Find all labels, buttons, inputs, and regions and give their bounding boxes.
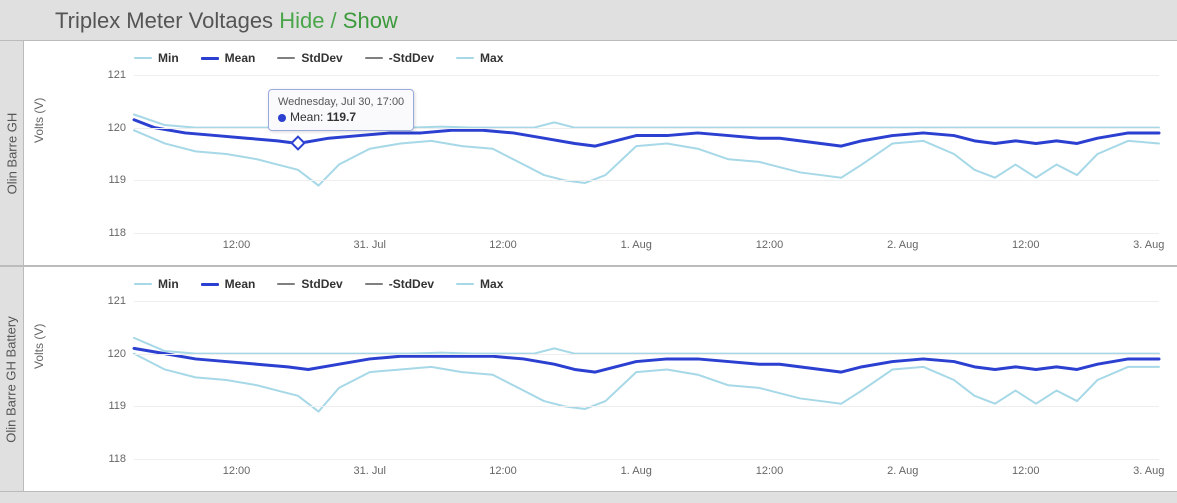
- legend-item[interactable]: Min: [134, 277, 179, 291]
- x-tick-label: 31. Jul: [354, 239, 386, 251]
- x-tick-label: 12:00: [1012, 465, 1040, 477]
- y-tick-label: 121: [108, 295, 126, 307]
- gridline: [134, 459, 1159, 460]
- y-axis-title: Volts (V): [32, 98, 46, 143]
- x-tick-label: 12:00: [489, 465, 517, 477]
- chart-svg: [134, 75, 1159, 233]
- show-link[interactable]: Show: [343, 8, 398, 33]
- legend-label: StdDev: [301, 277, 342, 291]
- legend-swatch: [201, 57, 219, 60]
- legend-label: Mean: [225, 51, 256, 65]
- panel-side-label: Olin Barre GH Battery: [0, 267, 24, 491]
- legend-label: Min: [158, 51, 179, 65]
- legend-item[interactable]: Max: [456, 277, 503, 291]
- x-tick-label: 12:00: [489, 239, 517, 251]
- chart-legend: Min Mean StdDev -StdDev Max: [86, 275, 1163, 297]
- legend-item[interactable]: Mean: [201, 51, 256, 65]
- y-tick-label: 119: [108, 174, 126, 186]
- series-line-min[interactable]: [134, 354, 1159, 412]
- gridline: [134, 301, 1159, 302]
- legend-label: Min: [158, 277, 179, 291]
- legend-swatch: [456, 57, 474, 59]
- y-axis-title: Volts (V): [32, 324, 46, 369]
- chart-svg: [134, 301, 1159, 459]
- y-tick-label: 118: [108, 227, 126, 239]
- x-tick-label: 12:00: [756, 465, 784, 477]
- series-line-max[interactable]: [134, 338, 1159, 354]
- plot-area[interactable]: 11811912012112:0031. Jul12:001. Aug12:00…: [134, 301, 1159, 459]
- gridline: [134, 406, 1159, 407]
- legend-swatch: [134, 283, 152, 285]
- x-tick-label: 2. Aug: [887, 239, 918, 251]
- x-tick-label: 3. Aug: [1133, 465, 1164, 477]
- panel-side-label-text: Olin Barre GH Battery: [4, 316, 19, 442]
- legend-item[interactable]: Max: [456, 51, 503, 65]
- series-line-min[interactable]: [134, 130, 1159, 185]
- legend-swatch: [201, 283, 219, 286]
- legend-item[interactable]: Min: [134, 51, 179, 65]
- page: Triplex Meter Voltages Hide / Show Olin …: [0, 0, 1177, 503]
- x-tick-label: 2. Aug: [887, 465, 918, 477]
- x-tick-label: 12:00: [1012, 239, 1040, 251]
- legend-item[interactable]: StdDev: [277, 51, 342, 65]
- y-tick-label: 120: [108, 348, 126, 360]
- legend-label: Max: [480, 51, 503, 65]
- chart-area[interactable]: MinMeanStdDev-StdDevMaxVolts (V)11811912…: [24, 267, 1177, 491]
- gridline: [134, 75, 1159, 76]
- legend-label: Max: [480, 277, 503, 291]
- x-tick-label: 12:00: [223, 239, 251, 251]
- chart-panel: Olin Barre GH Min Mean StdDev -StdDev Max Volt…: [0, 40, 1177, 266]
- x-tick-label: 1. Aug: [621, 239, 652, 251]
- toggle-separator: /: [324, 8, 342, 33]
- chart-panel: Olin Barre GH Battery Min Mean StdDev -StdDe…: [0, 266, 1177, 492]
- legend-item[interactable]: Mean: [201, 277, 256, 291]
- plot-area[interactable]: 11811912012112:0031. Jul12:001. Aug12:00…: [134, 75, 1159, 233]
- gridline: [134, 354, 1159, 355]
- legend-item[interactable]: -StdDev: [365, 277, 434, 291]
- y-tick-label: 119: [108, 400, 126, 412]
- legend-swatch: [277, 57, 295, 59]
- series-line-mean[interactable]: [134, 120, 1159, 146]
- legend-label: -StdDev: [389, 51, 434, 65]
- chart-area[interactable]: MinMeanStdDev-StdDevMaxVolts (V)11811912…: [24, 41, 1177, 265]
- legend-swatch: [365, 57, 383, 59]
- y-tick-label: 120: [108, 122, 126, 134]
- gridline: [134, 233, 1159, 234]
- y-tick-label: 121: [108, 69, 126, 81]
- legend-label: StdDev: [301, 51, 342, 65]
- legend-swatch: [365, 283, 383, 285]
- x-tick-label: 1. Aug: [621, 465, 652, 477]
- hide-link[interactable]: Hide: [279, 8, 324, 33]
- section-title: Triplex Meter Voltages: [55, 8, 273, 33]
- y-tick-label: 118: [108, 453, 126, 465]
- x-tick-label: 31. Jul: [354, 465, 386, 477]
- legend-item[interactable]: -StdDev: [365, 51, 434, 65]
- chart-legend: Min Mean StdDev -StdDev Max: [86, 49, 1163, 71]
- x-tick-label: 12:00: [756, 239, 784, 251]
- panel-side-label-text: Olin Barre GH: [4, 112, 19, 194]
- gridline: [134, 180, 1159, 181]
- legend-label: Mean: [225, 277, 256, 291]
- legend-label: -StdDev: [389, 277, 434, 291]
- legend-swatch: [134, 57, 152, 59]
- x-tick-label: 3. Aug: [1133, 239, 1164, 251]
- section-title-row: Triplex Meter Voltages Hide / Show: [0, 0, 1177, 40]
- legend-swatch: [277, 283, 295, 285]
- panel-side-label: Olin Barre GH: [0, 41, 24, 265]
- series-line-max[interactable]: [134, 115, 1159, 128]
- legend-item[interactable]: StdDev: [277, 277, 342, 291]
- legend-swatch: [456, 283, 474, 285]
- gridline: [134, 128, 1159, 129]
- x-tick-label: 12:00: [223, 465, 251, 477]
- series-line-mean[interactable]: [134, 348, 1159, 372]
